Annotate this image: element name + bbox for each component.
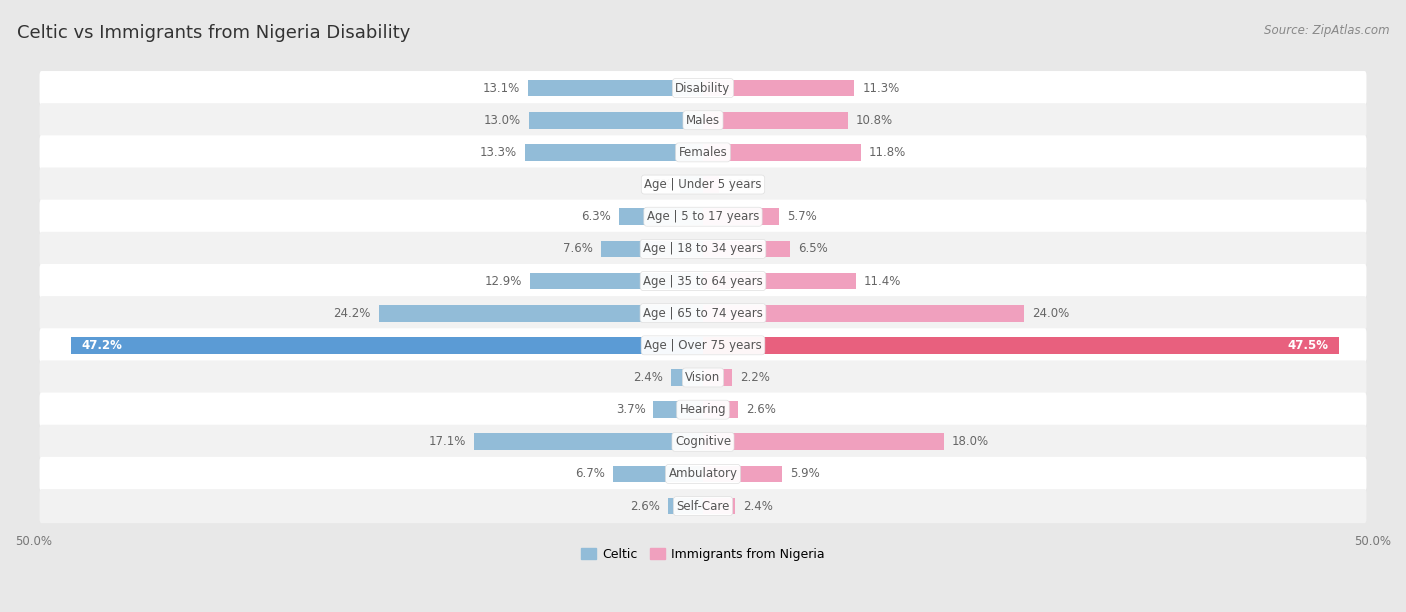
- FancyBboxPatch shape: [39, 393, 1367, 427]
- FancyBboxPatch shape: [39, 425, 1367, 459]
- Text: 47.2%: 47.2%: [82, 339, 122, 352]
- Text: 2.2%: 2.2%: [741, 371, 770, 384]
- FancyBboxPatch shape: [39, 360, 1367, 395]
- FancyBboxPatch shape: [39, 489, 1367, 523]
- Text: 5.9%: 5.9%: [790, 468, 820, 480]
- Text: Age | 35 to 64 years: Age | 35 to 64 years: [643, 275, 763, 288]
- Text: 17.1%: 17.1%: [429, 435, 465, 449]
- Text: Cognitive: Cognitive: [675, 435, 731, 449]
- Bar: [703, 208, 779, 225]
- FancyBboxPatch shape: [39, 168, 1367, 201]
- Text: 2.6%: 2.6%: [630, 499, 661, 513]
- Text: 3.7%: 3.7%: [616, 403, 645, 416]
- Text: 2.4%: 2.4%: [744, 499, 773, 513]
- Text: 1.7%: 1.7%: [643, 178, 672, 191]
- Bar: [703, 498, 735, 515]
- Legend: Celtic, Immigrants from Nigeria: Celtic, Immigrants from Nigeria: [576, 543, 830, 566]
- Bar: [703, 112, 848, 129]
- Text: Self-Care: Self-Care: [676, 499, 730, 513]
- Bar: [681, 176, 703, 193]
- FancyBboxPatch shape: [39, 264, 1367, 298]
- Bar: [703, 176, 718, 193]
- Text: Ambulatory: Ambulatory: [668, 468, 738, 480]
- Text: Age | Under 5 years: Age | Under 5 years: [644, 178, 762, 191]
- Text: Males: Males: [686, 114, 720, 127]
- Text: 13.1%: 13.1%: [482, 81, 520, 95]
- Text: 6.5%: 6.5%: [799, 242, 828, 255]
- Bar: [703, 241, 790, 257]
- Text: 13.3%: 13.3%: [479, 146, 517, 159]
- Bar: [70, 337, 703, 354]
- Bar: [474, 433, 703, 450]
- Text: 1.2%: 1.2%: [727, 178, 756, 191]
- Text: Females: Females: [679, 146, 727, 159]
- FancyBboxPatch shape: [39, 457, 1367, 491]
- Text: Age | 18 to 34 years: Age | 18 to 34 years: [643, 242, 763, 255]
- Bar: [703, 80, 855, 97]
- Bar: [703, 401, 738, 418]
- Text: 11.4%: 11.4%: [863, 275, 901, 288]
- Text: 24.0%: 24.0%: [1032, 307, 1070, 319]
- Text: 6.3%: 6.3%: [581, 210, 610, 223]
- FancyBboxPatch shape: [39, 328, 1367, 362]
- Bar: [654, 401, 703, 418]
- Bar: [703, 273, 856, 289]
- Text: 11.8%: 11.8%: [869, 146, 907, 159]
- Text: 2.6%: 2.6%: [745, 403, 776, 416]
- Text: Source: ZipAtlas.com: Source: ZipAtlas.com: [1264, 24, 1389, 37]
- Text: 13.0%: 13.0%: [484, 114, 520, 127]
- Text: Age | 65 to 74 years: Age | 65 to 74 years: [643, 307, 763, 319]
- Text: 5.7%: 5.7%: [787, 210, 817, 223]
- Text: 12.9%: 12.9%: [485, 275, 522, 288]
- Bar: [671, 369, 703, 386]
- FancyBboxPatch shape: [39, 71, 1367, 105]
- FancyBboxPatch shape: [39, 200, 1367, 234]
- Bar: [703, 433, 943, 450]
- Text: 6.7%: 6.7%: [575, 468, 605, 480]
- Bar: [703, 369, 733, 386]
- FancyBboxPatch shape: [39, 103, 1367, 137]
- FancyBboxPatch shape: [39, 296, 1367, 330]
- Text: Hearing: Hearing: [679, 403, 727, 416]
- Bar: [602, 241, 703, 257]
- Text: Age | Over 75 years: Age | Over 75 years: [644, 339, 762, 352]
- Text: 10.8%: 10.8%: [856, 114, 893, 127]
- Text: Celtic vs Immigrants from Nigeria Disability: Celtic vs Immigrants from Nigeria Disabi…: [17, 24, 411, 42]
- Text: 2.4%: 2.4%: [633, 371, 662, 384]
- Text: 7.6%: 7.6%: [564, 242, 593, 255]
- Bar: [703, 337, 1339, 354]
- Bar: [703, 466, 782, 482]
- Text: 18.0%: 18.0%: [952, 435, 990, 449]
- Bar: [703, 305, 1025, 321]
- Bar: [380, 305, 703, 321]
- Bar: [668, 498, 703, 515]
- Bar: [529, 112, 703, 129]
- Text: 11.3%: 11.3%: [862, 81, 900, 95]
- Bar: [703, 144, 860, 161]
- Text: Disability: Disability: [675, 81, 731, 95]
- FancyBboxPatch shape: [39, 135, 1367, 170]
- Text: 47.5%: 47.5%: [1288, 339, 1329, 352]
- Text: Age | 5 to 17 years: Age | 5 to 17 years: [647, 210, 759, 223]
- Text: 24.2%: 24.2%: [333, 307, 371, 319]
- Bar: [527, 80, 703, 97]
- FancyBboxPatch shape: [39, 232, 1367, 266]
- Bar: [524, 144, 703, 161]
- Text: Vision: Vision: [685, 371, 721, 384]
- Bar: [613, 466, 703, 482]
- Bar: [530, 273, 703, 289]
- Bar: [619, 208, 703, 225]
